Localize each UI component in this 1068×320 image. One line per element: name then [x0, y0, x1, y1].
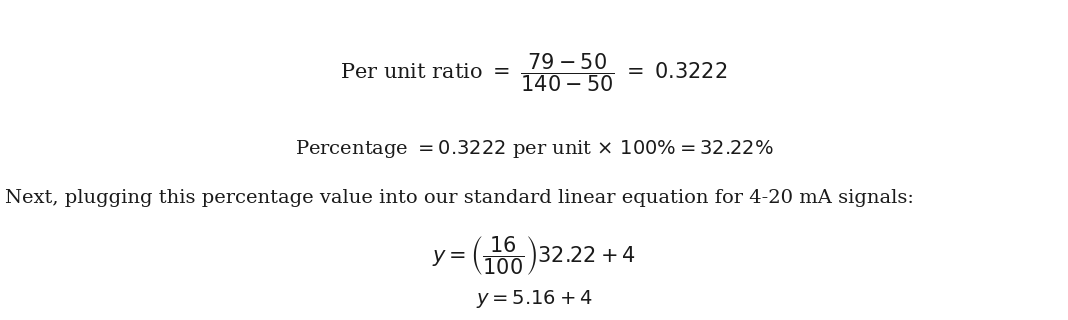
- Text: $y = 5.16+4$: $y = 5.16+4$: [475, 288, 593, 310]
- Text: Next, plugging this percentage value into our standard linear equation for 4-20 : Next, plugging this percentage value int…: [5, 189, 914, 207]
- Text: Percentage $= 0.3222$ per unit $\times\ 100\% = 32.22\%$: Percentage $= 0.3222$ per unit $\times\ …: [295, 138, 773, 160]
- Text: Per unit ratio $=\ \dfrac{79-50}{140-50}\ =\ 0.3222$: Per unit ratio $=\ \dfrac{79-50}{140-50}…: [341, 51, 727, 94]
- Text: $y = \left(\dfrac{16}{100}\right)32.22+4$: $y = \left(\dfrac{16}{100}\right)32.22+4…: [433, 234, 635, 276]
